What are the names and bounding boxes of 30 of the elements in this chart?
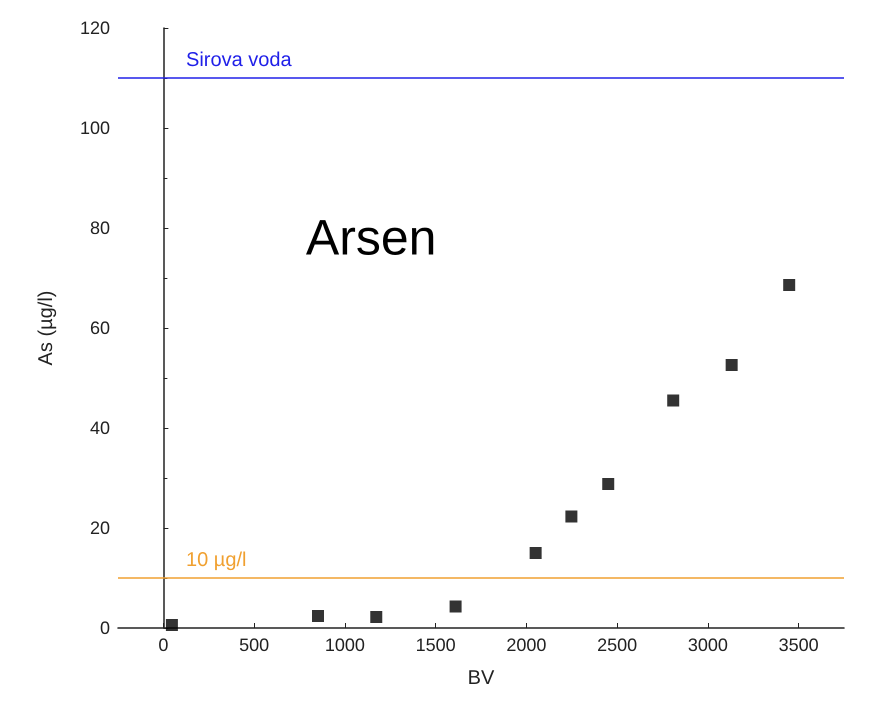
y-tick-label: 60 xyxy=(90,318,110,338)
y-tick-label: 120 xyxy=(80,18,110,38)
y-tick-label: 80 xyxy=(90,218,110,238)
x-tick-label: 2500 xyxy=(597,635,638,655)
x-tick-label: 1500 xyxy=(416,635,456,655)
x-tick-label: 2000 xyxy=(506,635,546,655)
x-tick-label: 3500 xyxy=(778,635,819,655)
y-axis-title: As (µg/l) xyxy=(35,290,57,366)
y-tick-label: 0 xyxy=(100,618,110,638)
point xyxy=(667,394,680,406)
point xyxy=(783,279,796,291)
point xyxy=(565,510,578,522)
x-tick-label: 0 xyxy=(158,635,168,655)
x-axis-title: BV xyxy=(468,667,495,689)
point xyxy=(726,359,738,371)
x-tick-label: 500 xyxy=(239,635,270,655)
y-tick-label: 20 xyxy=(90,518,110,538)
x-tick-label: 1000 xyxy=(324,635,365,655)
point xyxy=(602,478,614,490)
point xyxy=(312,610,324,622)
point xyxy=(370,611,382,623)
point xyxy=(450,600,462,612)
point xyxy=(166,619,178,631)
x-tick-label: 3000 xyxy=(688,635,728,655)
point xyxy=(530,547,542,559)
y-tick-label: 40 xyxy=(90,418,110,438)
y-tick-label: 100 xyxy=(80,118,110,138)
ref-line-label: 10 µg/l xyxy=(186,549,246,571)
annotation: Arsen xyxy=(306,209,436,266)
ref-line-label: Sirova voda xyxy=(186,49,292,71)
